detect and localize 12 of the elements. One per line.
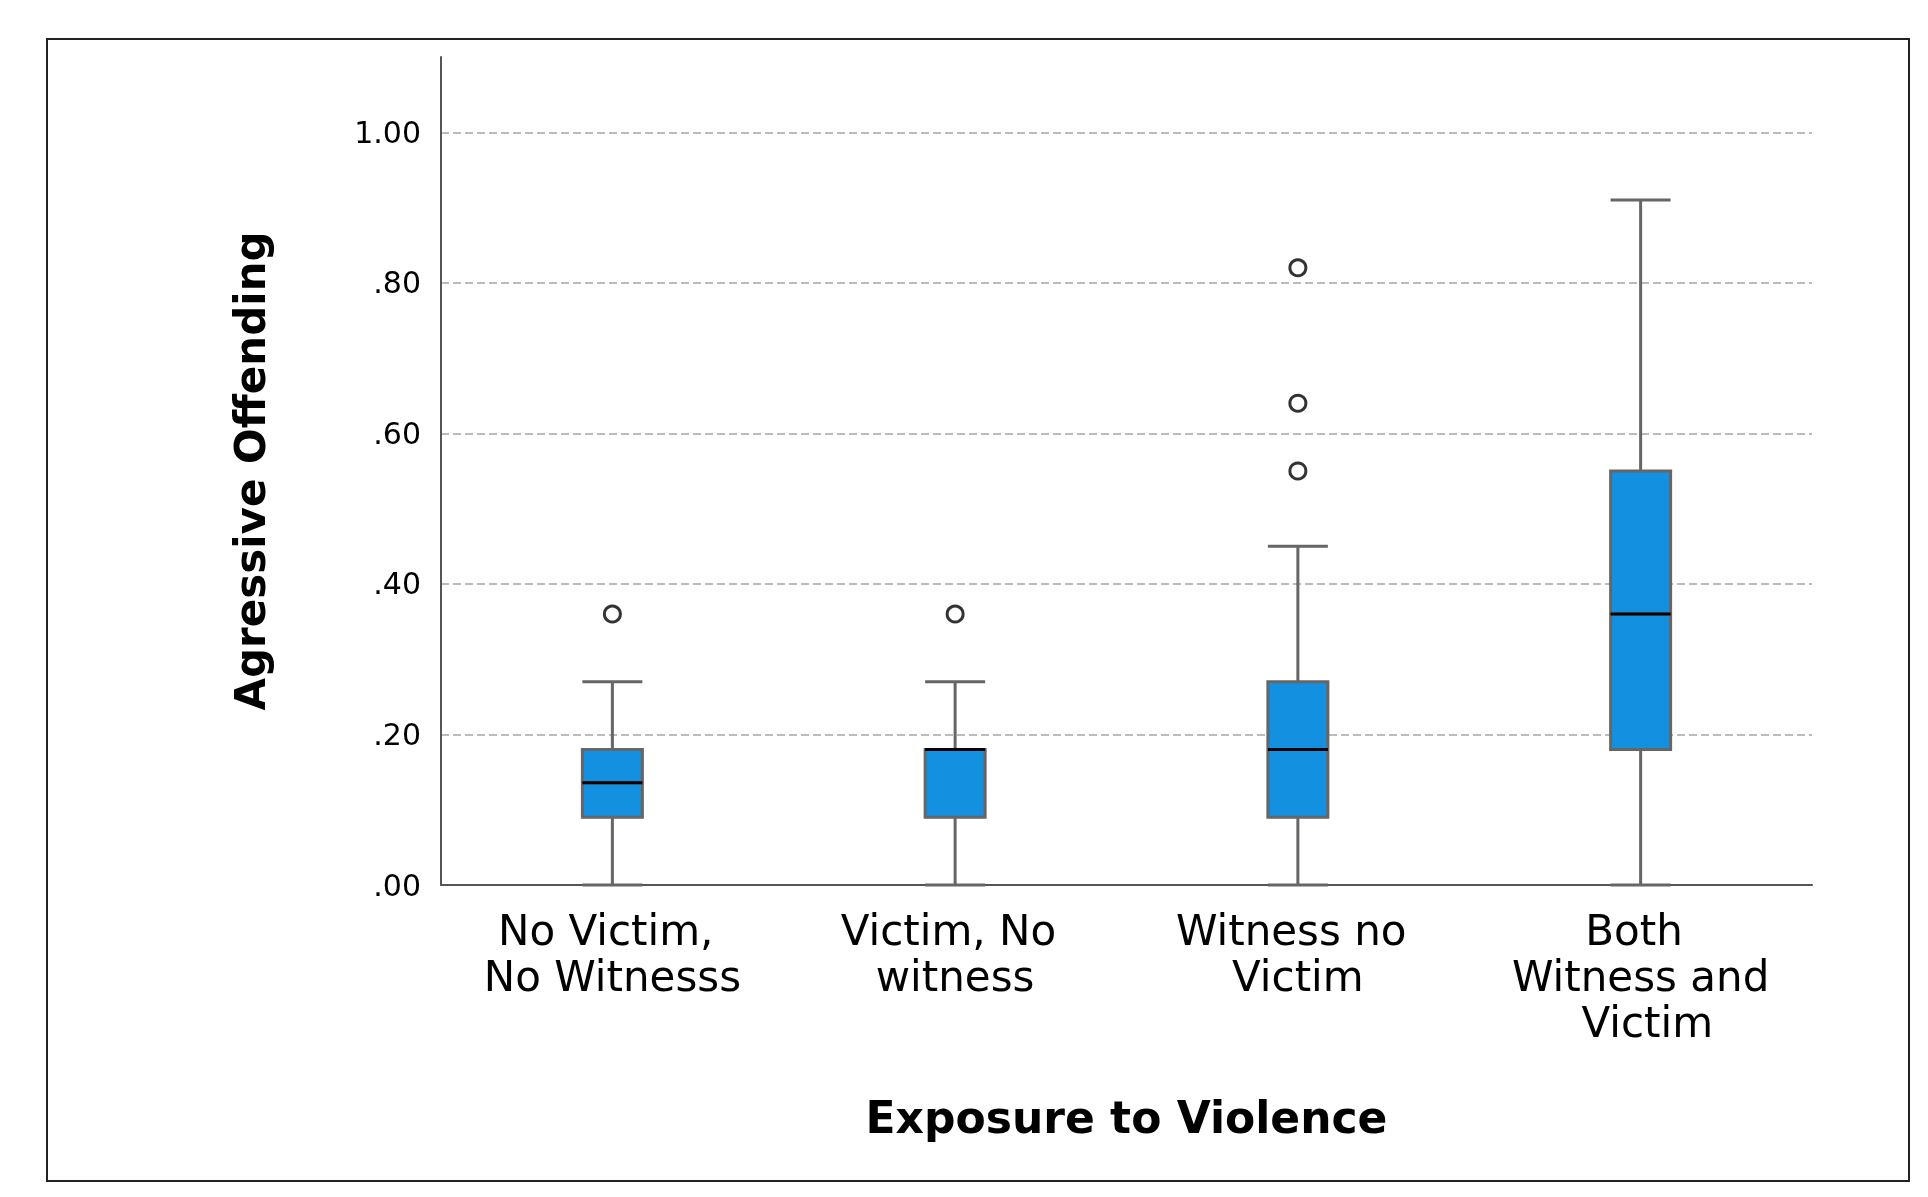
y-tick-label: 1.00 bbox=[354, 114, 421, 150]
y-tick-label: .00 bbox=[373, 867, 421, 903]
y-tick-label: .60 bbox=[373, 415, 421, 451]
x-tick-label: No Victim, No Witnesss bbox=[483, 905, 742, 1001]
x-axis-title: Exposure to Violence bbox=[865, 1091, 1388, 1143]
x-tick-label: Victim, No witness bbox=[840, 905, 1070, 1001]
x-tick-label: Both Witness and Victim bbox=[1511, 905, 1770, 1047]
y-axis-title: Agressive Offending bbox=[225, 231, 275, 711]
y-tick-label: .40 bbox=[373, 566, 421, 602]
y-tick-label: .80 bbox=[373, 265, 421, 301]
x-tick-label: Witness no Victim bbox=[1175, 905, 1420, 1001]
y-tick-label: .20 bbox=[373, 716, 421, 752]
